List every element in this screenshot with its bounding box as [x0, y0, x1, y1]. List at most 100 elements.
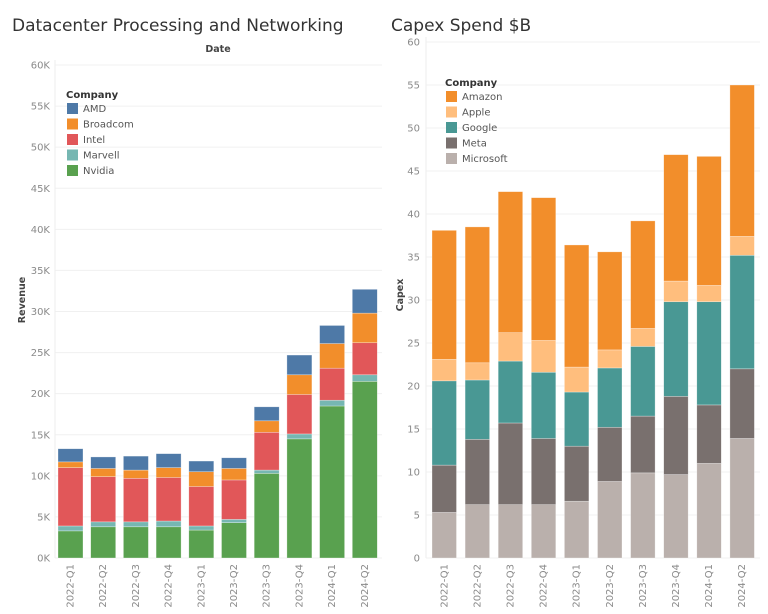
right-bar-google: [464, 379, 490, 440]
right-legend-swatch-google: [446, 122, 457, 133]
left-bar-amd: [90, 456, 116, 469]
left-bar-broadcom: [286, 374, 313, 395]
left-bar-amd: [221, 457, 247, 469]
right-bar-meta: [663, 396, 689, 475]
right-legend-label: Apple: [462, 108, 490, 119]
left-bar-broadcom: [90, 468, 116, 477]
left-y-tick-label: 35K: [31, 266, 51, 277]
left-legend-label: Broadcom: [83, 120, 134, 131]
left-y-tick-label: 55K: [31, 102, 51, 113]
left-y-axis-title[interactable]: Revenue: [17, 277, 28, 323]
left-legend-swatch-broadcom: [67, 118, 78, 130]
left-x-tick-label: 2022-Q1: [66, 564, 77, 608]
right-bar-apple: [630, 328, 656, 347]
left-x-tick-label: 2022-Q3: [131, 564, 142, 608]
right-bar-apple: [696, 285, 722, 303]
right-bar-amazon: [431, 230, 457, 360]
right-x-tick-label: 2022-Q1: [439, 564, 450, 608]
left-bar-nvidia: [253, 473, 280, 559]
left-x-tick-label: 2023-Q4: [294, 564, 305, 608]
left-legend-label: Marvell: [83, 151, 120, 162]
left-x-tick-label: 2023-Q2: [229, 564, 240, 608]
right-bar-apple: [464, 362, 490, 381]
left-legend-title: Company: [66, 90, 119, 101]
left-x-tick-label: 2022-Q2: [98, 564, 109, 608]
right-y-tick-label: 60: [407, 38, 420, 49]
left-bar-intel: [57, 467, 84, 527]
right-legend-swatch-meta: [446, 137, 457, 149]
left-bar-nvidia: [351, 381, 378, 559]
left-bar-amd: [351, 289, 378, 314]
left-x-tick-label: 2024-Q1: [327, 564, 338, 608]
right-bar-amazon: [663, 154, 689, 282]
right-bar-meta: [630, 415, 656, 474]
right-bar-google: [663, 301, 689, 397]
left-x-tick-label: 2024-Q2: [360, 564, 371, 608]
right-y-tick-label: 50: [407, 124, 420, 135]
left-bar-intel: [286, 394, 313, 435]
right-bar-microsoft: [597, 481, 623, 559]
right-bar-apple: [497, 332, 524, 362]
left-bar-broadcom: [221, 468, 247, 481]
right-bar-microsoft: [696, 463, 722, 559]
right-bar-apple: [564, 366, 590, 393]
right-legend-swatch-amazon: [446, 91, 457, 102]
left-bar-amd: [253, 406, 280, 422]
right-bar-meta: [431, 464, 457, 513]
right-x-tick-label: 2023-Q2: [605, 564, 616, 608]
right-legend-label: Amazon: [462, 92, 502, 103]
left-bar-amd: [286, 354, 313, 376]
left-bar-broadcom: [155, 467, 182, 478]
right-y-tick-label: 15: [407, 425, 420, 436]
left-y-tick-label: 0K: [37, 554, 50, 565]
left-y-tick-label: 40K: [31, 225, 51, 236]
right-bar-microsoft: [663, 474, 689, 559]
right-y-axis-title[interactable]: Capex: [395, 279, 406, 312]
right-bar-apple: [431, 359, 457, 382]
right-chart-title: Capex Spend $B: [391, 16, 531, 36]
right-legend-swatch-apple: [446, 106, 457, 118]
left-bar-intel: [221, 479, 247, 520]
left-chart-title: Datacenter Processing and Networking: [12, 16, 344, 36]
left-bar-nvidia: [188, 529, 215, 559]
right-y-tick-label: 30: [407, 296, 420, 307]
right-y-tick-label: 55: [407, 81, 420, 92]
left-y-tick-label: 15K: [31, 430, 51, 441]
right-bar-microsoft: [497, 504, 524, 559]
left-x-axis-title[interactable]: Date: [205, 44, 230, 55]
left-bar-intel: [351, 342, 378, 376]
left-bar-nvidia: [90, 526, 116, 559]
left-y-tick-label: 30K: [31, 307, 51, 318]
left-y-tick-label: 25K: [31, 348, 51, 359]
left-bar-intel: [188, 486, 215, 527]
left-bar-nvidia: [57, 530, 84, 559]
right-y-tick-label: 10: [407, 468, 420, 479]
left-x-tick-label: 2022-Q4: [164, 564, 175, 608]
left-bar-amd: [155, 453, 182, 468]
left-y-tick-label: 10K: [31, 471, 51, 482]
left-bar-nvidia: [221, 522, 247, 559]
right-x-tick-label: 2023-Q4: [671, 564, 682, 608]
right-x-tick-label: 2022-Q3: [505, 564, 516, 608]
right-bar-apple: [729, 236, 755, 256]
right-bar-meta: [497, 422, 524, 505]
left-bar-broadcom: [188, 471, 215, 487]
right-bar-apple: [597, 349, 623, 369]
right-legend-label: Microsoft: [462, 154, 508, 165]
right-bar-microsoft: [431, 512, 457, 559]
left-legend-label: Intel: [83, 135, 105, 146]
left-y-tick-label: 50K: [31, 143, 51, 154]
right-x-tick-label: 2022-Q4: [539, 564, 550, 608]
right-x-tick-label: 2023-Q1: [572, 564, 583, 608]
left-bar-marvell: [253, 469, 280, 474]
right-bar-google: [530, 371, 557, 439]
left-bar-intel: [253, 431, 280, 471]
right-bar-microsoft: [564, 500, 590, 559]
left-x-tick-label: 2023-Q1: [196, 564, 207, 608]
left-bar-amd: [319, 325, 345, 344]
left-bar-marvell: [351, 374, 378, 382]
right-bar-google: [729, 254, 755, 370]
right-bar-meta: [696, 404, 722, 464]
right-y-tick-label: 40: [407, 210, 420, 221]
